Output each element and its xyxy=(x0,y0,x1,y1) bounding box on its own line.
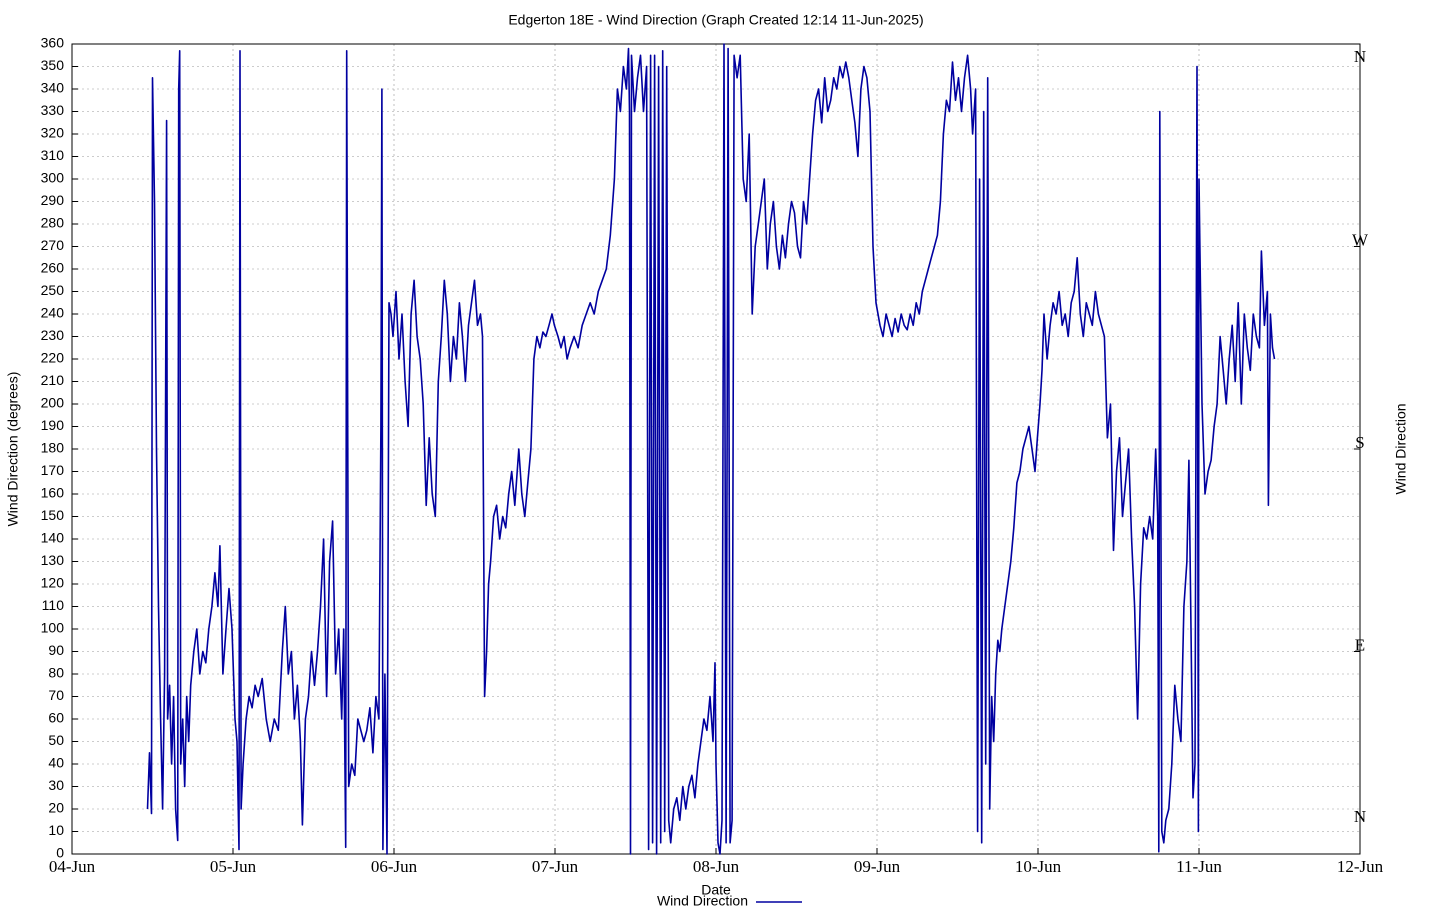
x-tick-label: 05-Jun xyxy=(210,857,257,876)
y-tick-label: 120 xyxy=(41,575,65,591)
y-tick-label: 320 xyxy=(41,125,65,141)
y-tick-label: 170 xyxy=(41,462,65,478)
y-tick-label: 150 xyxy=(41,507,65,523)
legend-label: Wind Direction xyxy=(657,893,748,909)
y-tick-label: 130 xyxy=(41,552,65,568)
y-tick-label: 10 xyxy=(48,822,64,838)
y-tick-label: 210 xyxy=(41,372,65,388)
y-tick-label: 80 xyxy=(48,665,64,681)
y-tick-label: 30 xyxy=(48,777,64,793)
y-tick-label: 20 xyxy=(48,800,64,816)
y-tick-label: 260 xyxy=(41,260,65,276)
y-tick-label: 200 xyxy=(41,395,65,411)
y2-axis-label: Wind Direction xyxy=(1393,403,1409,494)
y-tick-label: 250 xyxy=(41,282,65,298)
y-tick-label: 60 xyxy=(48,710,64,726)
y-tick-label: 110 xyxy=(42,597,65,613)
y-tick-label: 40 xyxy=(48,755,64,771)
y-tick-label: 140 xyxy=(41,530,65,546)
x-tick-label: 09-Jun xyxy=(854,857,901,876)
y-tick-label: 340 xyxy=(41,80,65,96)
y-axis-label: Wind Direction (degrees) xyxy=(5,372,21,527)
y-tick-label: 220 xyxy=(41,350,65,366)
x-tick-label: 10-Jun xyxy=(1015,857,1062,876)
x-axis-label: Date xyxy=(701,882,731,898)
x-tick-label: 06-Jun xyxy=(371,857,418,876)
chart-title: Edgerton 18E - Wind Direction (Graph Cre… xyxy=(508,12,923,28)
x-tick-label: 08-Jun xyxy=(693,857,740,876)
y-tick-label: 90 xyxy=(48,642,64,658)
x-tick-label: 12-Jun xyxy=(1337,857,1384,876)
y-tick-label: 270 xyxy=(41,237,65,253)
y-tick-label: 100 xyxy=(41,620,65,636)
y-tick-label: 240 xyxy=(41,305,65,321)
data-line xyxy=(146,43,1276,855)
plot-frame xyxy=(71,43,1361,855)
y-tick-label: 0 xyxy=(56,845,64,861)
y-tick-label: 190 xyxy=(41,417,65,433)
y-tick-label: 180 xyxy=(41,440,65,456)
y-tick-label: 230 xyxy=(41,327,65,343)
x-tick-label: 07-Jun xyxy=(532,857,579,876)
y-tick-label: 360 xyxy=(41,35,65,51)
y-tick-label: 330 xyxy=(41,102,65,118)
x-tick-label: 04-Jun xyxy=(49,857,96,876)
y-tick-label: 310 xyxy=(41,147,65,163)
x-tick-label: 11-Jun xyxy=(1176,857,1222,876)
y-tick-label: 290 xyxy=(41,192,65,208)
y-tick-label: 350 xyxy=(41,57,65,73)
y-tick-label: 70 xyxy=(48,687,64,703)
y-tick-label: 280 xyxy=(41,215,65,231)
y-tick-label: 300 xyxy=(41,170,65,186)
y-tick-label: 50 xyxy=(48,732,64,748)
y-tick-label: 160 xyxy=(41,485,65,501)
